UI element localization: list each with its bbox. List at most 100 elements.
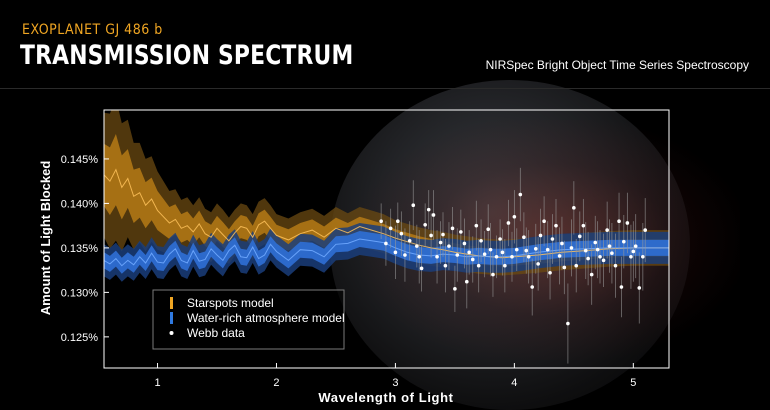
legend-swatch-starspots xyxy=(170,297,173,309)
data-marker xyxy=(595,247,600,252)
data-point xyxy=(548,246,552,300)
data-marker xyxy=(447,244,451,248)
x-tick-label: 3 xyxy=(392,377,398,389)
data-point xyxy=(613,233,618,298)
data-point xyxy=(396,202,400,240)
data-marker xyxy=(641,254,645,259)
data-point xyxy=(550,214,555,264)
webb-data-points xyxy=(379,167,648,364)
legend-box xyxy=(152,289,345,350)
data-point xyxy=(411,180,416,231)
data-point xyxy=(476,239,481,293)
data-marker xyxy=(441,232,445,237)
data-marker xyxy=(613,263,618,268)
data-point xyxy=(393,225,398,280)
data-point xyxy=(631,221,636,282)
chart-subtitle: EXOPLANET GJ 486 b xyxy=(22,22,163,38)
data-point xyxy=(629,224,633,289)
data-point xyxy=(479,219,483,263)
data-point xyxy=(384,221,388,266)
data-point xyxy=(447,222,451,271)
data-marker xyxy=(426,207,431,212)
data-marker xyxy=(533,246,538,251)
data-point xyxy=(633,214,638,279)
data-marker xyxy=(569,246,574,250)
data-marker xyxy=(435,254,439,259)
data-marker xyxy=(601,258,606,263)
data-marker xyxy=(453,287,457,291)
data-point xyxy=(417,230,422,284)
data-point xyxy=(538,208,543,263)
data-point xyxy=(467,230,471,275)
data-marker xyxy=(415,244,419,248)
instrument-label: NIRSpec Bright Object Time Series Spectr… xyxy=(485,58,749,72)
data-marker xyxy=(622,239,626,244)
data-point xyxy=(607,219,612,273)
data-marker xyxy=(593,240,598,245)
data-point xyxy=(453,265,457,312)
data-marker xyxy=(536,262,540,266)
data-point xyxy=(566,283,570,364)
data-marker xyxy=(500,250,505,255)
data-point xyxy=(470,236,475,283)
data-marker xyxy=(423,222,427,227)
data-marker xyxy=(572,206,576,210)
data-point xyxy=(500,229,505,276)
data-point xyxy=(586,231,590,286)
data-point xyxy=(514,228,519,272)
data-point xyxy=(581,198,586,253)
data-marker xyxy=(464,279,469,284)
data-point xyxy=(498,219,502,259)
data-point xyxy=(569,219,574,277)
data-point xyxy=(510,231,514,282)
data-point xyxy=(464,255,469,309)
data-marker xyxy=(610,251,614,256)
data-point xyxy=(388,208,393,248)
data-point xyxy=(450,206,455,250)
data-point xyxy=(482,230,487,278)
data-marker xyxy=(482,252,487,256)
data-point xyxy=(474,200,479,251)
data-marker xyxy=(470,257,475,262)
data-point xyxy=(426,190,431,230)
data-marker xyxy=(526,254,531,259)
data-marker xyxy=(388,226,393,231)
data-marker xyxy=(384,241,388,246)
data-marker xyxy=(417,254,422,259)
data-marker xyxy=(462,241,467,246)
data-marker xyxy=(486,227,491,232)
data-point xyxy=(488,222,493,277)
data-point xyxy=(419,245,424,292)
data-point xyxy=(435,230,439,284)
axis-ticks: 0.125% 0.130% 0.135% 0.140% 0.145% 1 2 3 4 5 xyxy=(61,154,637,389)
y-tick-label: 0.125% xyxy=(61,332,99,344)
x-tick-label: 5 xyxy=(630,377,636,389)
data-point xyxy=(533,223,538,274)
y-tick-label: 0.145% xyxy=(61,154,99,166)
data-point xyxy=(562,240,567,295)
data-point xyxy=(379,203,383,239)
data-marker xyxy=(419,266,424,271)
data-marker xyxy=(554,223,558,228)
data-point xyxy=(577,211,582,262)
legend: Starspots model Water-rich atmosphere mo… xyxy=(152,289,345,350)
data-marker xyxy=(514,247,519,252)
data-marker xyxy=(577,234,582,239)
data-marker xyxy=(379,219,383,224)
data-point xyxy=(522,212,526,263)
y-tick-label: 0.135% xyxy=(61,243,99,255)
data-marker xyxy=(503,263,507,268)
data-marker xyxy=(429,233,433,238)
x-tick-label: 2 xyxy=(273,377,279,389)
data-marker xyxy=(637,286,642,290)
data-marker xyxy=(598,254,602,259)
data-point xyxy=(530,258,535,316)
starspots-band-inner xyxy=(104,134,669,267)
data-marker xyxy=(488,247,493,252)
data-marker xyxy=(491,272,495,277)
data-marker xyxy=(586,256,590,261)
x-axis-label: Wavelength of Light xyxy=(318,390,453,405)
data-point xyxy=(643,198,648,263)
data-marker xyxy=(607,244,612,248)
data-point xyxy=(605,201,609,259)
